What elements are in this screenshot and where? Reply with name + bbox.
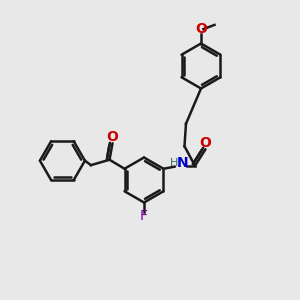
Text: N: N	[177, 156, 189, 170]
Text: O: O	[106, 130, 119, 144]
Text: O: O	[200, 136, 211, 150]
Text: F: F	[140, 209, 148, 223]
Text: O: O	[195, 22, 207, 36]
Text: H: H	[170, 158, 178, 168]
